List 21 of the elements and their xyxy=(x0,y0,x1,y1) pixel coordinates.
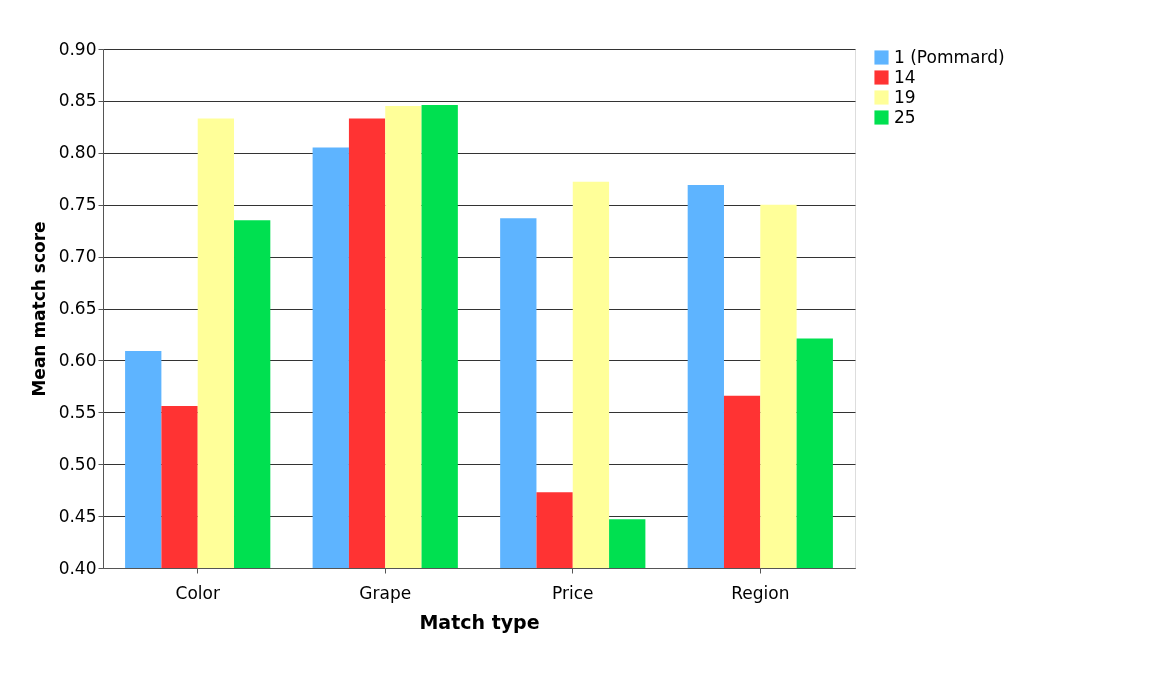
legend-label: 14 xyxy=(894,66,916,87)
x-tick-label: Color xyxy=(175,582,220,603)
y-tick-label: 0.60 xyxy=(58,349,97,370)
x-axis-title: Match type xyxy=(419,610,540,633)
y-tick-label: 0.45 xyxy=(58,505,97,526)
y-tick-label: 0.55 xyxy=(58,401,97,422)
y-tick-label: 0.90 xyxy=(58,38,97,59)
y-tick-label: 0.70 xyxy=(58,246,97,267)
y-axis-title: Mean match score xyxy=(28,221,49,397)
x-tick-label: Region xyxy=(731,582,790,603)
legend-label: 19 xyxy=(894,86,916,107)
y-tick-label: 0.65 xyxy=(58,298,97,318)
x-tick-label: Price xyxy=(552,582,594,603)
y-tick-label: 0.80 xyxy=(58,142,97,163)
x-tick-label: Grape xyxy=(359,582,412,603)
legend-label: 25 xyxy=(894,106,916,127)
y-tick-label: 0.50 xyxy=(58,453,97,474)
legend-label: 1 (Pommard) xyxy=(894,46,1005,67)
y-tick-label: 0.40 xyxy=(58,557,97,578)
y-tick-label: 0.75 xyxy=(58,194,97,215)
y-tick-label: 0.85 xyxy=(58,90,97,111)
